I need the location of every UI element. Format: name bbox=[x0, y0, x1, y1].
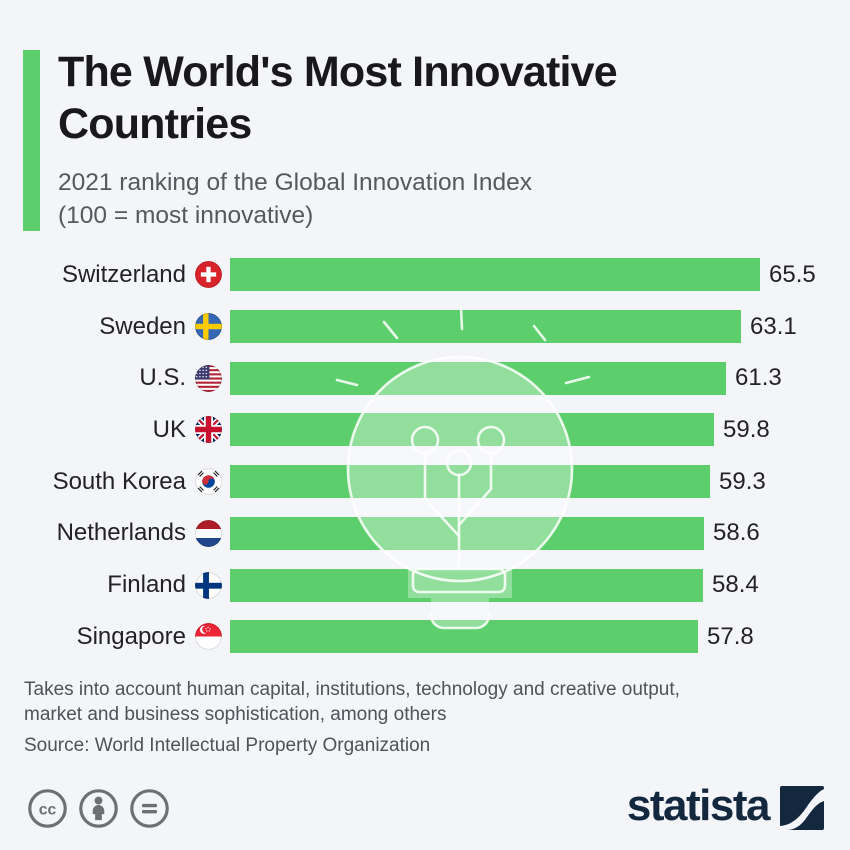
value-bar bbox=[230, 413, 714, 447]
bar-row: South Korea 59.3 bbox=[24, 456, 826, 508]
row-label-cell: Switzerland bbox=[24, 261, 222, 289]
flag-uk-icon bbox=[195, 416, 222, 444]
value-bar bbox=[230, 361, 726, 395]
bar-rows: Switzerland 65.5 Sweden 63.1 U.S. 61.3 U… bbox=[24, 249, 826, 663]
row-label-cell: UK bbox=[24, 416, 222, 444]
flag-switzerland-icon bbox=[195, 261, 222, 289]
header: The World's Most Innovative Countries 20… bbox=[0, 0, 850, 232]
value-label: 63.1 bbox=[750, 312, 797, 340]
bar-zone: 61.3 bbox=[230, 361, 826, 395]
bar-row: Netherlands 58.6 bbox=[24, 507, 826, 559]
bar-row: Switzerland 65.5 bbox=[24, 249, 826, 301]
value-bar bbox=[230, 620, 698, 654]
value-bar bbox=[230, 310, 741, 344]
value-bar bbox=[230, 568, 703, 602]
flag-south-korea-icon bbox=[195, 468, 222, 496]
row-label-cell: Netherlands bbox=[24, 519, 222, 547]
no-derivatives-icon[interactable] bbox=[129, 788, 170, 829]
footnote-line-1: Takes into account human capital, instit… bbox=[24, 678, 680, 700]
bar-zone: 63.1 bbox=[230, 310, 826, 344]
flag-netherlands-icon bbox=[195, 519, 222, 547]
row-label-cell: Singapore bbox=[24, 623, 222, 651]
country-label: Switzerland bbox=[61, 260, 186, 288]
row-label-cell: Sweden bbox=[24, 313, 222, 341]
page-title: The World's Most Innovative Countries bbox=[58, 48, 618, 149]
attribution-icon[interactable] bbox=[78, 788, 119, 829]
bar-zone: 58.4 bbox=[230, 568, 826, 602]
chart-footnote: Takes into account human capital, instit… bbox=[24, 677, 826, 729]
row-label-cell: South Korea bbox=[24, 468, 222, 496]
value-label: 59.3 bbox=[719, 467, 766, 495]
country-label: Singapore bbox=[76, 622, 186, 650]
footnote-line-2: market and business sophistication, amon… bbox=[24, 704, 447, 726]
statista-logo[interactable]: statista bbox=[627, 784, 824, 832]
country-label: Finland bbox=[107, 571, 186, 598]
bar-row: UK 59.8 bbox=[24, 404, 826, 456]
bar-zone: 59.8 bbox=[230, 413, 826, 447]
bar-zone: 65.5 bbox=[230, 258, 826, 292]
source-line: Source: World Intellectual Property Orga… bbox=[24, 735, 431, 757]
subtitle-line-1: 2021 ranking of the Global Innovation In… bbox=[58, 168, 533, 196]
value-label: 59.8 bbox=[723, 415, 770, 443]
row-label-cell: Finland bbox=[24, 571, 222, 599]
bar-row: Sweden 63.1 bbox=[24, 301, 826, 353]
bar-row: Singapore 57.8 bbox=[24, 611, 826, 663]
value-bar bbox=[230, 258, 760, 292]
bar-chart: Switzerland 65.5 Sweden 63.1 U.S. 61.3 U… bbox=[0, 249, 850, 663]
country-label: Netherlands bbox=[56, 519, 186, 547]
svg-text:cc: cc bbox=[39, 801, 57, 818]
value-label: 65.5 bbox=[769, 260, 816, 288]
value-label: 57.8 bbox=[707, 622, 754, 650]
flag-sweden-icon bbox=[195, 313, 222, 341]
country-label: U.S. bbox=[139, 364, 186, 392]
bar-zone: 58.6 bbox=[230, 516, 826, 550]
country-label: UK bbox=[152, 415, 186, 443]
bar-zone: 57.8 bbox=[230, 620, 826, 654]
flag-us-icon bbox=[195, 364, 222, 392]
chart-subtitle: 2021 ranking of the Global Innovation In… bbox=[58, 166, 826, 232]
row-label-cell: U.S. bbox=[24, 364, 222, 392]
country-label: Sweden bbox=[99, 312, 186, 340]
value-label: 58.6 bbox=[713, 519, 760, 547]
bar-row: U.S. 61.3 bbox=[24, 352, 826, 404]
statista-logo-mark-icon bbox=[780, 786, 824, 830]
country-label: South Korea bbox=[52, 467, 186, 495]
bar-zone: 59.3 bbox=[230, 465, 826, 499]
value-label: 61.3 bbox=[735, 364, 782, 392]
value-bar bbox=[230, 516, 704, 550]
statista-logo-text: statista bbox=[626, 781, 771, 830]
bottom-bar: cc statista bbox=[27, 784, 824, 832]
flag-singapore-icon bbox=[195, 623, 222, 651]
bar-row: Finland 58.4 bbox=[24, 559, 826, 611]
cc-icon[interactable]: cc bbox=[27, 788, 68, 829]
value-label: 58.4 bbox=[712, 571, 759, 598]
creative-commons-license[interactable]: cc bbox=[27, 788, 170, 829]
subtitle-line-2: (100 = most innovative) bbox=[58, 201, 314, 229]
title-accent-bar bbox=[23, 50, 40, 231]
flag-finland-icon bbox=[195, 571, 222, 599]
value-bar bbox=[230, 465, 710, 499]
